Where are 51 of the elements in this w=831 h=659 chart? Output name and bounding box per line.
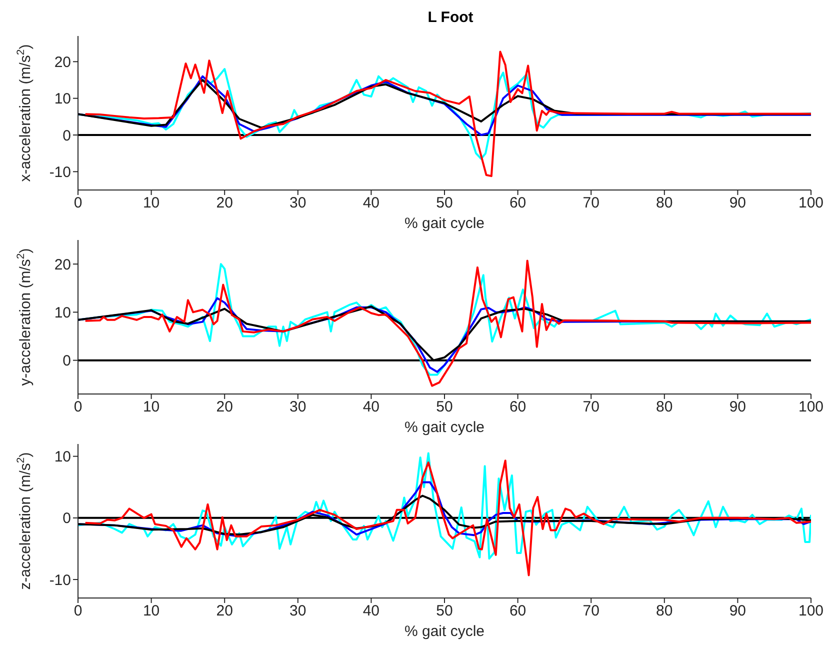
x-tick-label: 80 [656, 602, 673, 620]
x-tick-label: 80 [656, 398, 673, 416]
x-tick-label: 30 [290, 194, 306, 212]
x-tick-label: 30 [290, 602, 306, 620]
y-tick-label: -10 [49, 164, 71, 181]
x-tick-label: 60 [509, 398, 526, 416]
x-tick-label: 0 [74, 602, 82, 620]
x-tick-label: 100 [798, 398, 824, 416]
x-axis-title: % gait cycle [404, 419, 485, 436]
x-tick-label: 0 [74, 194, 82, 212]
y-tick-label: 0 [62, 510, 71, 528]
x-tick-label: 20 [216, 602, 233, 620]
y-tick-label: 10 [54, 448, 71, 466]
y-tick-label: 20 [54, 256, 71, 274]
x-tick-label: 80 [656, 194, 673, 212]
x-tick-label: 90 [729, 194, 746, 212]
x-tick-label: 90 [729, 398, 746, 416]
x-tick-label: 10 [142, 602, 160, 620]
x-tick-label: 50 [436, 194, 453, 212]
x-tick-label: 100 [798, 194, 824, 212]
x-tick-label: 100 [798, 602, 824, 620]
x-tick-label: 70 [582, 194, 600, 212]
x-tick-label: 60 [509, 602, 526, 620]
x-tick-label: 40 [362, 194, 380, 212]
line-series [84, 50, 811, 178]
x-axis-title: % gait cycle [404, 215, 485, 232]
y-tick-label: -10 [49, 572, 71, 589]
x-tick-label: 90 [729, 602, 746, 620]
chart-title: L Foot [426, 8, 474, 28]
y-tick-label: 0 [62, 127, 71, 144]
x-tick-label: 50 [436, 398, 453, 416]
x-tick-label: 0 [74, 398, 82, 416]
x-tick-label: 10 [142, 398, 160, 416]
x-tick-label: 20 [216, 398, 233, 416]
y-tick-label: 10 [54, 90, 71, 108]
x-tick-label: 40 [362, 398, 380, 416]
x-tick-label: 60 [509, 194, 526, 212]
x-tick-label: 30 [290, 398, 306, 416]
x-tick-label: 50 [436, 602, 453, 620]
x-tick-label: 10 [142, 194, 160, 212]
y-tick-label: 10 [54, 304, 71, 322]
y-tick-label: 20 [54, 54, 71, 71]
x-tick-label: 70 [582, 398, 600, 416]
x-tick-label: 70 [582, 602, 600, 620]
line-series [78, 79, 811, 129]
x-tick-label: 40 [362, 602, 380, 620]
x-tick-label: 20 [216, 194, 233, 212]
y-tick-label: 0 [62, 352, 71, 370]
line-series [78, 452, 811, 560]
x-axis-title: % gait cycle [404, 623, 485, 640]
line-series [84, 460, 811, 576]
